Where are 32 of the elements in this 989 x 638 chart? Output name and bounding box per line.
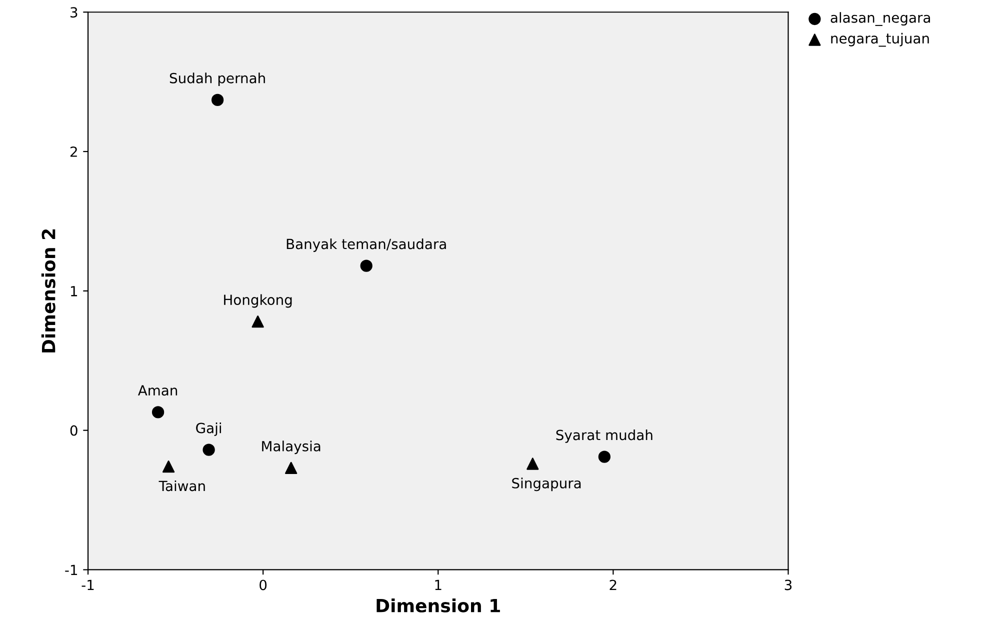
x-tick-label: 2 bbox=[610, 580, 616, 590]
x-tick-label: -1 bbox=[82, 580, 94, 590]
annotation: Malaysia bbox=[262, 440, 320, 454]
point bbox=[211, 94, 224, 106]
legend-label: negara_tujuan bbox=[831, 32, 929, 47]
x-tick-label: 0 bbox=[260, 580, 267, 590]
annotation: Syarat mudah bbox=[556, 429, 652, 443]
annotation: Banyak teman/saudara bbox=[286, 238, 446, 252]
y-axis-title: Dimension 2 bbox=[41, 229, 56, 352]
point bbox=[252, 316, 264, 328]
point bbox=[360, 260, 372, 272]
y-tick-label: 0 bbox=[70, 425, 78, 436]
point bbox=[598, 450, 610, 463]
y-tick-label: 2 bbox=[70, 146, 77, 157]
annotation: Singapura bbox=[512, 478, 581, 492]
y-tick-label: 3 bbox=[70, 7, 78, 18]
annotation: Taiwan bbox=[158, 480, 205, 492]
annotation: Hongkong bbox=[224, 294, 292, 308]
point bbox=[162, 460, 175, 473]
point bbox=[202, 444, 215, 456]
annotation: Gaji bbox=[196, 422, 221, 436]
x-tick-label: 1 bbox=[435, 580, 442, 590]
y-tick-label: 1 bbox=[70, 286, 78, 296]
annotation: Sudah pernah bbox=[170, 72, 265, 86]
point bbox=[526, 458, 539, 470]
x-tick-label: 3 bbox=[784, 580, 792, 590]
point bbox=[152, 406, 164, 418]
legend-label: alasan_negara bbox=[830, 12, 930, 26]
x-axis-title: Dimension 1 bbox=[376, 598, 500, 612]
point bbox=[285, 462, 298, 474]
y-tick-label: -1 bbox=[65, 564, 78, 576]
annotation: Aman bbox=[138, 385, 178, 396]
